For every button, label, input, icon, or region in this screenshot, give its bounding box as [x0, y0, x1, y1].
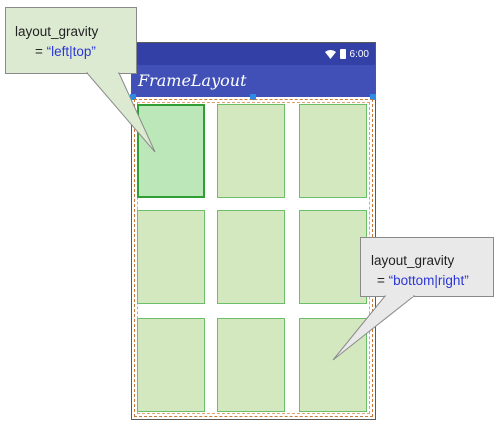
callout-top-left: layout_gravity = “left|top”: [5, 7, 137, 74]
callout-attribute: layout_gravity: [15, 24, 99, 39]
selected-view-cell[interactable]: [137, 104, 205, 198]
callout-value-line: = “left|top”: [15, 42, 136, 62]
wifi-icon: [324, 49, 336, 59]
callout-value-line: = “bottom|right”: [371, 271, 493, 291]
status-bar: 6:00: [132, 43, 375, 65]
callout-pointer-top-left: [85, 72, 156, 153]
callout-equals: =: [377, 273, 385, 288]
resize-handle-center[interactable]: [250, 94, 256, 100]
view-cell[interactable]: [217, 210, 285, 304]
view-cell[interactable]: [137, 210, 205, 304]
status-time: 6:00: [349, 48, 369, 60]
view-cell[interactable]: [217, 104, 285, 198]
resize-handle-left[interactable]: [130, 94, 136, 100]
app-title: FrameLayout: [138, 71, 247, 90]
callout-pointer-bottom-right: [332, 295, 416, 361]
callout-value: “left|top”: [46, 44, 96, 59]
callout-value: “bottom|right”: [388, 273, 469, 288]
app-bar: FrameLayout: [132, 65, 375, 97]
callout-equals: =: [35, 44, 43, 59]
status-icons: 6:00: [324, 47, 369, 61]
callout-bottom-right: layout_gravity = “bottom|right”: [360, 237, 494, 297]
battery-icon: [339, 49, 346, 59]
view-cell[interactable]: [217, 318, 285, 412]
view-cell[interactable]: [137, 318, 205, 412]
callout-attribute: layout_gravity: [371, 253, 455, 268]
view-cell[interactable]: [299, 104, 367, 198]
phone-frame: 6:00 FrameLayout: [130, 42, 376, 420]
resize-handle-right[interactable]: [370, 94, 376, 100]
view-cell[interactable]: [299, 210, 367, 304]
